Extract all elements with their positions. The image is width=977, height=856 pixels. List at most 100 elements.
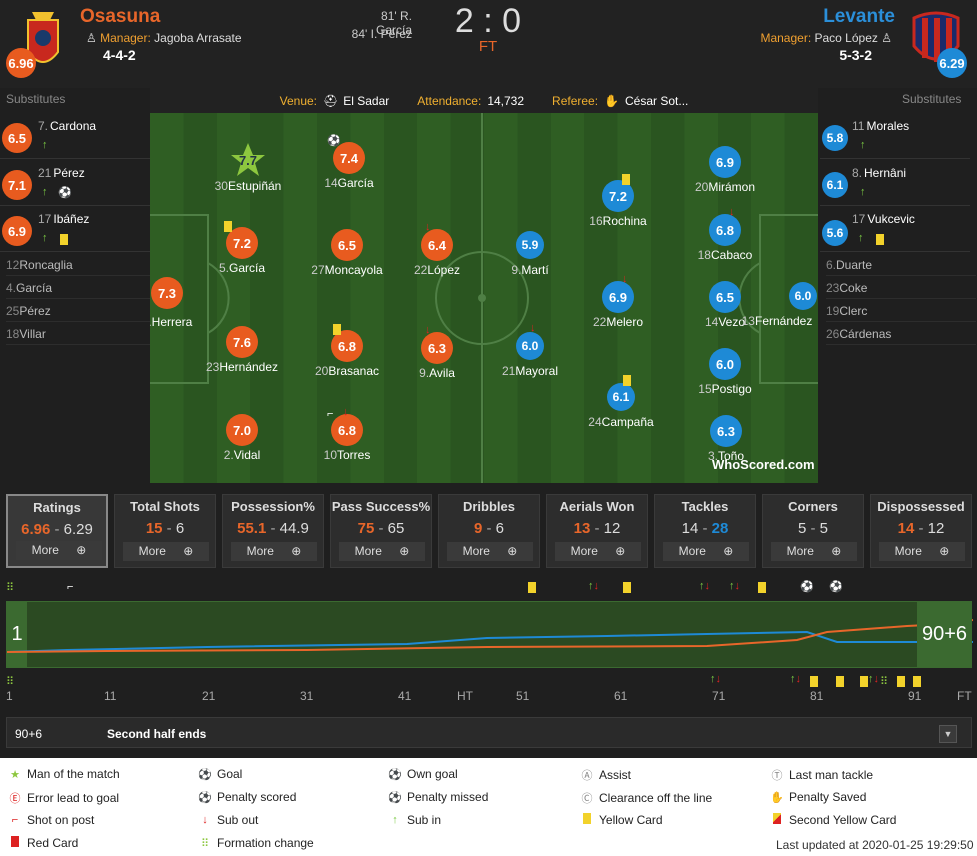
more-label: More	[462, 544, 490, 558]
stat-title: Corners	[788, 499, 838, 514]
yellow-card-icon	[810, 676, 818, 690]
timeline-end[interactable]: 90+6	[917, 602, 972, 667]
unused-sub[interactable]: 6.Duarte	[826, 253, 976, 276]
stat-values: 9 - 6	[439, 520, 539, 537]
unused-sub[interactable]: 12Roncaglia	[6, 253, 156, 276]
stat-away-value: 6	[175, 520, 185, 537]
legend-item: Ⓔ Error lead to goal	[9, 791, 120, 805]
stat-box[interactable]: Dribbles 9 - 6 More ⊕	[438, 494, 540, 568]
home-team-rating: 6.96	[6, 48, 36, 78]
commentary-dropdown-button[interactable]: ▼	[939, 725, 957, 743]
pitch: 7.7 30Estupiñán 7.4 ⚽ 14García 7.2 5.Gar…	[150, 113, 818, 483]
stat-home-value: 15	[145, 520, 163, 537]
sub-row[interactable]: 5.6 17 Vukcevic ↑	[820, 206, 970, 252]
momentum-chart	[7, 619, 973, 653]
match-status: FT	[478, 38, 498, 55]
more-label: More	[246, 544, 274, 558]
scorer-line: 84' I. Pérez	[351, 27, 412, 41]
sub-row[interactable]: 6.1 8. Hernâni ↑	[820, 160, 970, 206]
stat-box[interactable]: Corners 5 - 5 More ⊕	[762, 494, 864, 568]
legend-item: ⚽ Penalty scored	[198, 790, 297, 804]
sub-row[interactable]: 6.5 7. Cardona ↑	[0, 113, 150, 159]
legend-item: Yellow Card	[580, 813, 663, 827]
stat-box[interactable]: Tackles 14 - 28 More ⊕	[654, 494, 756, 568]
home-manager[interactable]: ♙ Manager: Jagoba Arrasate	[86, 31, 242, 45]
away-team-name[interactable]: Levante	[823, 6, 895, 27]
more-label: More	[678, 544, 706, 558]
yellow-card-icon	[897, 676, 905, 690]
away-formation: 5-3-2	[839, 47, 872, 63]
match-timeline[interactable]: 1 90+6	[6, 601, 973, 668]
unused-sub[interactable]: 26Cárdenas	[826, 322, 976, 345]
stat-away-value: 6.29	[63, 521, 93, 538]
stat-separator: -	[374, 520, 388, 537]
tick-label: 61	[614, 689, 628, 703]
second-yellow-card-icon	[770, 813, 784, 827]
stat-more-button[interactable]: More ⊕	[339, 542, 425, 561]
legend-item: ⌐ Shot on post	[8, 813, 95, 827]
away-crest-icon[interactable]	[904, 8, 968, 74]
stat-away-value: 5	[819, 520, 829, 537]
stat-away-value: 6	[495, 520, 505, 537]
sub-out-icon: ↓	[425, 221, 431, 233]
sub-row[interactable]: 7.1 21 Pérez ↑ ⚽	[0, 160, 150, 206]
stat-box[interactable]: Pass Success% 75 - 65 More ⊕	[330, 494, 432, 568]
stat-values: 15 - 6	[115, 520, 215, 537]
sub-in-icon: ↑	[860, 186, 866, 198]
home-team-name[interactable]: Osasuna	[80, 6, 161, 27]
stat-box[interactable]: Possession% 55.1 - 44.9 More ⊕	[222, 494, 324, 568]
stat-more-button[interactable]: More ⊕	[879, 542, 965, 561]
whoscored-logo: WhoScored.com	[712, 457, 815, 472]
stat-box[interactable]: Ratings 6.96 - 6.29 More ⊕	[6, 494, 108, 568]
substitution-icon: ↑↓	[588, 580, 599, 592]
stat-title: Dispossessed	[877, 499, 965, 514]
last-man-tackle-icon: Ⓣ	[771, 770, 783, 782]
shot-on-post-icon: ⌐	[11, 814, 19, 826]
sub-in-icon: ↑	[392, 814, 398, 826]
unused-sub[interactable]: 25Pérez	[6, 299, 156, 322]
stat-more-button[interactable]: More ⊕	[16, 541, 102, 560]
tick-label: 51	[516, 689, 530, 703]
sub-row[interactable]: 5.8 11 Morales ↑	[820, 113, 970, 159]
stat-more-button[interactable]: More ⊕	[123, 542, 209, 561]
tick-label: FT	[957, 689, 972, 703]
stat-box[interactable]: Total Shots 15 - 6 More ⊕	[114, 494, 216, 568]
penalty-saved-icon: ✋	[770, 791, 784, 804]
more-label: More	[138, 544, 166, 558]
stat-more-button[interactable]: More ⊕	[555, 542, 641, 561]
stat-more-button[interactable]: More ⊕	[663, 542, 749, 561]
match-score: 2 : 0	[454, 2, 522, 40]
unused-sub[interactable]: 18Villar	[6, 322, 156, 345]
commentary-bar[interactable]: 90+6 Second half ends ▼	[6, 717, 972, 748]
formation-change-icon: ⠿	[6, 676, 15, 688]
expand-icon: ⊕	[719, 544, 734, 558]
legend-item: ↓ Sub out	[198, 813, 258, 827]
stat-separator: -	[50, 521, 64, 538]
stat-box[interactable]: Dispossessed 14 - 12 More ⊕	[870, 494, 972, 568]
sub-in-icon: ↑	[858, 232, 864, 244]
stat-away-value: 28	[711, 520, 729, 537]
yellow-card-icon	[860, 676, 868, 690]
pitch-lines	[150, 113, 818, 483]
stat-more-button[interactable]: More ⊕	[771, 542, 857, 561]
stat-more-button[interactable]: More ⊕	[447, 542, 533, 561]
stat-box[interactable]: Aerials Won 13 - 12 More ⊕	[546, 494, 648, 568]
yellow-card-icon	[528, 582, 536, 596]
manager-icon: ♙	[881, 31, 892, 45]
more-label: More	[31, 543, 59, 557]
stat-more-button[interactable]: More ⊕	[231, 542, 317, 561]
yellow-card-icon	[333, 324, 341, 338]
unused-sub[interactable]: 4.García	[6, 276, 156, 299]
sub-row[interactable]: 6.9 17 Ibáñez ↑	[0, 206, 150, 252]
unused-sub[interactable]: 23Coke	[826, 276, 976, 299]
legend: ★ Man of the match ⚽ Goal ⚽ Own goal Ⓐ Assis…	[0, 758, 977, 856]
yellow-card-icon	[913, 676, 921, 690]
expand-icon: ⊕	[935, 544, 950, 558]
match-header: 6.96 Osasuna ♙ Manager: Jagoba Arrasate …	[0, 0, 977, 88]
shot-on-post-icon: ⌐	[67, 581, 74, 593]
unused-sub[interactable]: 19Clerc	[826, 299, 976, 322]
expand-icon: ⊕	[503, 544, 518, 558]
scorer-line: 81' R. García	[375, 9, 412, 37]
commentary-text: Second half ends	[107, 727, 207, 741]
away-manager[interactable]: Manager: Paco López ♙	[760, 31, 892, 45]
